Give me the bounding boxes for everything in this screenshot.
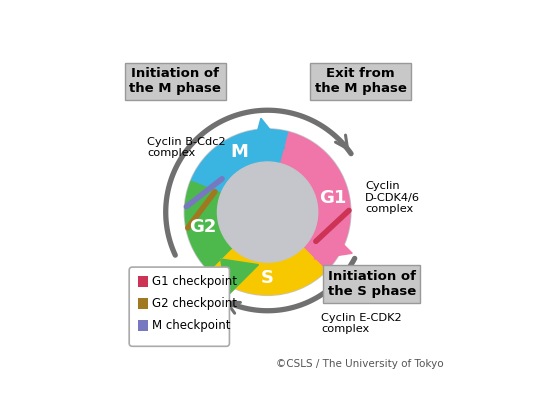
Text: G2 checkpoint: G2 checkpoint — [152, 297, 237, 310]
Text: S: S — [261, 269, 274, 287]
FancyBboxPatch shape — [129, 267, 230, 346]
Text: Exit from
the M phase: Exit from the M phase — [315, 67, 407, 95]
Text: Initiation of
the M phase: Initiation of the M phase — [129, 67, 221, 95]
Text: ©CSLS / The University of Tokyo: ©CSLS / The University of Tokyo — [276, 359, 444, 369]
Text: Cyclin E-CDK2
complex: Cyclin E-CDK2 complex — [321, 313, 402, 334]
Text: Cyclin B-Cdc2
complex: Cyclin B-Cdc2 complex — [147, 136, 226, 158]
Text: M checkpoint: M checkpoint — [152, 319, 231, 332]
Polygon shape — [221, 259, 259, 297]
Text: Initiation of
the S phase: Initiation of the S phase — [328, 270, 416, 298]
Circle shape — [184, 129, 351, 295]
Polygon shape — [281, 132, 350, 270]
Polygon shape — [209, 247, 326, 294]
FancyBboxPatch shape — [138, 320, 148, 331]
Polygon shape — [221, 259, 259, 297]
Polygon shape — [185, 181, 232, 270]
FancyBboxPatch shape — [138, 298, 148, 310]
Text: G1 checkpoint: G1 checkpoint — [152, 275, 237, 288]
Polygon shape — [315, 221, 352, 259]
Polygon shape — [249, 118, 284, 162]
Text: G2: G2 — [189, 218, 217, 236]
Text: Cyclin
D-CDK4/6
complex: Cyclin D-CDK4/6 complex — [365, 181, 420, 214]
FancyBboxPatch shape — [138, 276, 148, 287]
Circle shape — [217, 162, 318, 262]
Text: M: M — [231, 143, 249, 161]
Polygon shape — [191, 130, 289, 193]
Text: G1: G1 — [319, 189, 346, 207]
